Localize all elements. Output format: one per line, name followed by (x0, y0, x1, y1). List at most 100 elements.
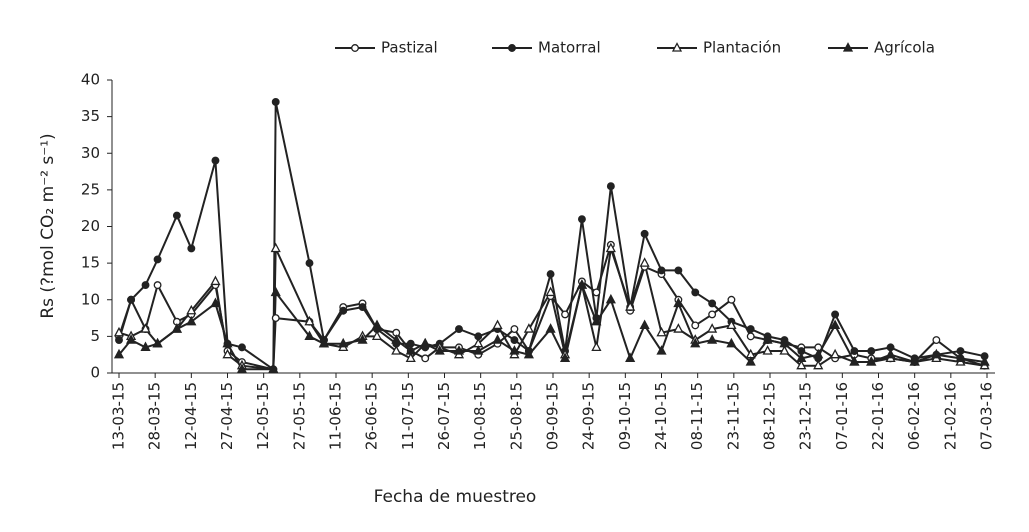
x-tick-label: 24-09-15 (580, 382, 598, 450)
marker (591, 341, 602, 352)
marker (509, 345, 520, 355)
marker (338, 337, 349, 348)
y-tick-label: 5 (90, 327, 100, 345)
marker (391, 345, 402, 355)
marker (304, 315, 315, 326)
marker (708, 299, 717, 308)
marker (639, 319, 650, 330)
marker (625, 301, 636, 311)
marker (141, 281, 150, 290)
x-tick-label: 10-08-15 (471, 382, 489, 450)
marker (745, 356, 756, 366)
x-tick-label: 28-03-15 (146, 382, 164, 450)
marker (270, 242, 281, 253)
marker (850, 347, 859, 355)
marker (849, 356, 860, 366)
marker (830, 348, 841, 359)
x-tick-label: 11-07-15 (399, 382, 417, 450)
marker (605, 242, 616, 253)
x-tick-label: 09-10-15 (616, 382, 634, 450)
y-tick-label: 40 (81, 71, 100, 89)
y-tick-label: 15 (81, 254, 100, 272)
marker (691, 321, 700, 330)
marker (605, 293, 616, 304)
marker (592, 288, 601, 297)
marker (172, 211, 181, 220)
y-tick-label: 35 (81, 107, 100, 125)
marker (640, 229, 649, 238)
x-tick-label: 13-03-15 (110, 382, 128, 450)
marker (510, 336, 519, 344)
legend-label: Agrícola (874, 39, 935, 57)
marker (591, 315, 602, 326)
y-tick-label: 20 (81, 217, 100, 235)
marker (371, 319, 383, 330)
x-tick-label: 27-05-15 (290, 382, 308, 450)
marker (339, 306, 348, 315)
y-tick-label: 30 (81, 144, 100, 162)
marker (125, 334, 137, 344)
marker (420, 337, 431, 348)
legend-label: Matorral (538, 39, 601, 57)
marker (186, 304, 197, 315)
x-tick-label: 23-11-15 (724, 382, 742, 450)
marker (113, 326, 125, 337)
x-tick-label: 06-02-16 (905, 382, 923, 450)
x-tick-label: 23-12-15 (797, 382, 815, 450)
marker (577, 215, 586, 224)
marker (113, 348, 125, 359)
marker (510, 325, 519, 333)
marker (657, 266, 666, 275)
marker (405, 345, 416, 355)
y-tick-label: 0 (90, 364, 100, 382)
marker (318, 337, 330, 348)
marker (606, 182, 615, 191)
x-tick-label: 21-02-16 (941, 382, 959, 450)
x-tick-label: 08-12-15 (761, 382, 779, 450)
marker (707, 334, 718, 344)
x-tick-label: 24-10-15 (652, 382, 670, 450)
marker (867, 347, 876, 355)
marker (727, 295, 736, 304)
marker (127, 295, 136, 304)
marker (210, 297, 221, 308)
marker (238, 343, 246, 352)
marker (707, 323, 718, 333)
marker (831, 310, 840, 319)
marker (931, 348, 942, 359)
x-tick-label: 22-01-16 (869, 382, 887, 450)
marker (304, 330, 315, 341)
x-tick-label: 25-08-15 (507, 382, 525, 450)
marker (576, 279, 588, 289)
marker (211, 156, 220, 165)
marker (559, 352, 571, 363)
marker (405, 352, 416, 363)
legend-label: Plantación (703, 39, 781, 57)
marker (796, 352, 807, 363)
marker (171, 323, 182, 333)
x-tick-label: 11-06-15 (327, 382, 345, 450)
marker (391, 334, 402, 344)
marker (639, 257, 650, 267)
x-tick-label: 26-07-15 (435, 382, 453, 450)
marker (813, 359, 824, 370)
marker (690, 337, 701, 348)
x-tick-label: 07-03-16 (978, 382, 996, 450)
marker (222, 348, 233, 359)
marker (813, 348, 824, 359)
marker (271, 98, 280, 106)
marker (673, 297, 684, 308)
marker (830, 319, 841, 330)
marker (545, 323, 556, 333)
marker (473, 345, 484, 355)
marker (656, 326, 667, 337)
marker (955, 352, 966, 363)
marker (523, 348, 534, 359)
x-axis-label: Fecha de muestreo (374, 487, 537, 507)
marker (140, 341, 151, 352)
marker (152, 337, 163, 348)
marker (673, 323, 684, 333)
marker (371, 330, 383, 341)
marker (153, 281, 162, 290)
